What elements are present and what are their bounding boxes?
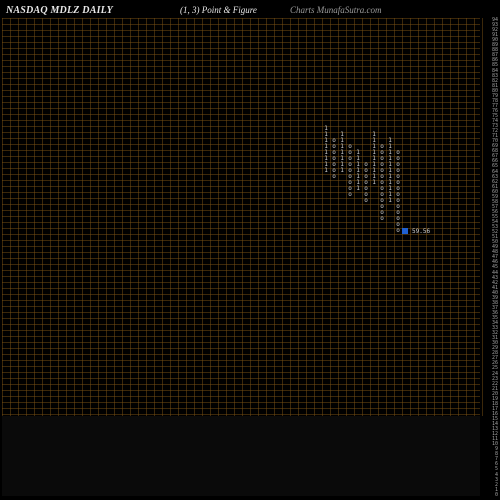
grid-hline xyxy=(2,192,480,193)
grid-hline xyxy=(2,234,480,235)
grid-hline xyxy=(2,204,480,205)
grid-hline xyxy=(2,372,480,373)
grid-hline xyxy=(2,312,480,313)
pf-x-cell: 1 xyxy=(354,186,362,192)
chart-header: NASDAQ MDLZ DAILY (1, 3) Point & Figure … xyxy=(0,3,500,17)
grid-hline xyxy=(2,342,480,343)
grid-hline xyxy=(2,174,480,175)
grid-hline xyxy=(2,18,480,19)
grid-hline xyxy=(2,282,480,283)
grid-hline xyxy=(2,258,480,259)
pf-o-cell: o xyxy=(362,198,370,204)
grid-hline xyxy=(2,360,480,361)
grid-hline xyxy=(2,108,480,109)
grid-hline xyxy=(2,60,480,61)
grid-hline xyxy=(2,246,480,247)
grid-hline xyxy=(2,276,480,277)
pf-x-cell: 1 xyxy=(386,198,394,204)
chart-type-label: (1, 3) Point & Figure xyxy=(180,5,257,15)
grid-hline xyxy=(2,336,480,337)
pnf-chart-grid: 11111111ooooooo1111111ooooooooo1111111oo… xyxy=(2,18,480,416)
y-tick-label: 0 xyxy=(480,493,498,498)
grid-hline xyxy=(2,396,480,397)
grid-hline xyxy=(2,36,480,37)
grid-hline xyxy=(2,264,480,265)
grid-hline xyxy=(2,96,480,97)
grid-hline xyxy=(2,114,480,115)
grid-hline xyxy=(2,384,480,385)
grid-hline xyxy=(2,126,480,127)
grid-hline xyxy=(2,354,480,355)
grid-hline xyxy=(2,84,480,85)
grid-hline xyxy=(2,66,480,67)
grid-hline xyxy=(2,294,480,295)
pf-x-cell: 1 xyxy=(338,168,346,174)
grid-hline xyxy=(2,102,480,103)
grid-hline xyxy=(2,210,480,211)
grid-hline xyxy=(2,378,480,379)
pf-o-cell: o xyxy=(394,228,402,234)
grid-hline xyxy=(2,168,480,169)
grid-hline xyxy=(2,30,480,31)
current-price-marker xyxy=(402,228,408,234)
source-label: Charts MunafaSutra.com xyxy=(290,5,382,15)
grid-hline xyxy=(2,324,480,325)
pf-x-cell: 1 xyxy=(370,180,378,186)
grid-hline xyxy=(2,54,480,55)
grid-hline xyxy=(2,132,480,133)
grid-hline xyxy=(2,318,480,319)
pf-o-cell: o xyxy=(330,174,338,180)
grid-hline xyxy=(2,390,480,391)
grid-hline xyxy=(2,48,480,49)
grid-hline xyxy=(2,90,480,91)
grid-hline xyxy=(2,414,480,415)
ticker-title: NASDAQ MDLZ DAILY xyxy=(6,5,113,16)
grid-hline xyxy=(2,330,480,331)
y-axis-labels: 9493929190898887868584838281807978777675… xyxy=(480,18,498,498)
grid-hline xyxy=(2,180,480,181)
grid-hline xyxy=(2,150,480,151)
grid-hline xyxy=(2,138,480,139)
grid-hline xyxy=(2,306,480,307)
grid-hline xyxy=(2,72,480,73)
grid-hline xyxy=(2,198,480,199)
grid-hline xyxy=(2,300,480,301)
grid-hline xyxy=(2,222,480,223)
grid-hline xyxy=(2,186,480,187)
grid-hline xyxy=(2,270,480,271)
grid-hline xyxy=(2,408,480,409)
pf-x-cell: 1 xyxy=(322,168,330,174)
grid-hline xyxy=(2,228,480,229)
grid-hline xyxy=(2,78,480,79)
grid-hline xyxy=(2,156,480,157)
current-price-label: 59.56 xyxy=(412,228,430,235)
grid-hline xyxy=(2,288,480,289)
grid-hline xyxy=(2,216,480,217)
grid-hline xyxy=(2,252,480,253)
pf-o-cell: o xyxy=(378,216,386,222)
lower-panel xyxy=(2,416,480,496)
grid-hline xyxy=(2,120,480,121)
grid-hline xyxy=(2,402,480,403)
pf-o-cell: o xyxy=(346,192,354,198)
grid-hline xyxy=(2,162,480,163)
grid-hline xyxy=(2,348,480,349)
grid-hline xyxy=(2,24,480,25)
grid-hline xyxy=(2,42,480,43)
grid-hline xyxy=(2,240,480,241)
grid-hline xyxy=(2,144,480,145)
grid-hline xyxy=(2,366,480,367)
